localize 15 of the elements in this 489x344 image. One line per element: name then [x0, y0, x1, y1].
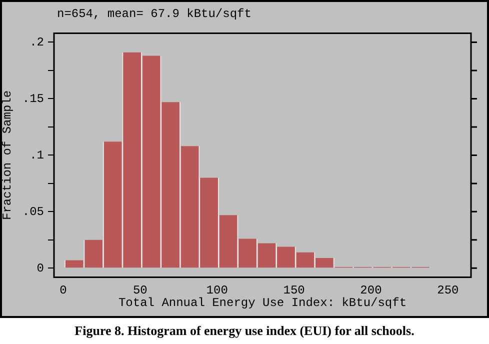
caption: Figure 8. Histogram of energy use index (EUI) for all schools.	[74, 323, 416, 339]
x-axis-title: Total Annual Energy Use Index: kBtu/sqft	[118, 296, 407, 310]
x-tick-label: 150	[283, 284, 305, 298]
x-tick-label: 200	[360, 284, 382, 298]
y-tick-label: .15	[22, 92, 44, 106]
chart-title: n=654, mean= 67.9 kBtu/sqft	[57, 7, 252, 21]
x-tick-label: 250	[437, 284, 459, 298]
y-tick-label: .05	[22, 204, 44, 219]
x-tick-label: 0	[60, 284, 67, 298]
x-tick-label: 50	[132, 284, 148, 298]
y-tick-label: .1	[30, 148, 44, 162]
x-tick-label: 100	[206, 284, 228, 298]
y-axis-title: Fraction of Sample	[0, 90, 14, 220]
y-tick-label: .2	[30, 35, 44, 50]
y-tick-label: 0	[36, 261, 44, 276]
